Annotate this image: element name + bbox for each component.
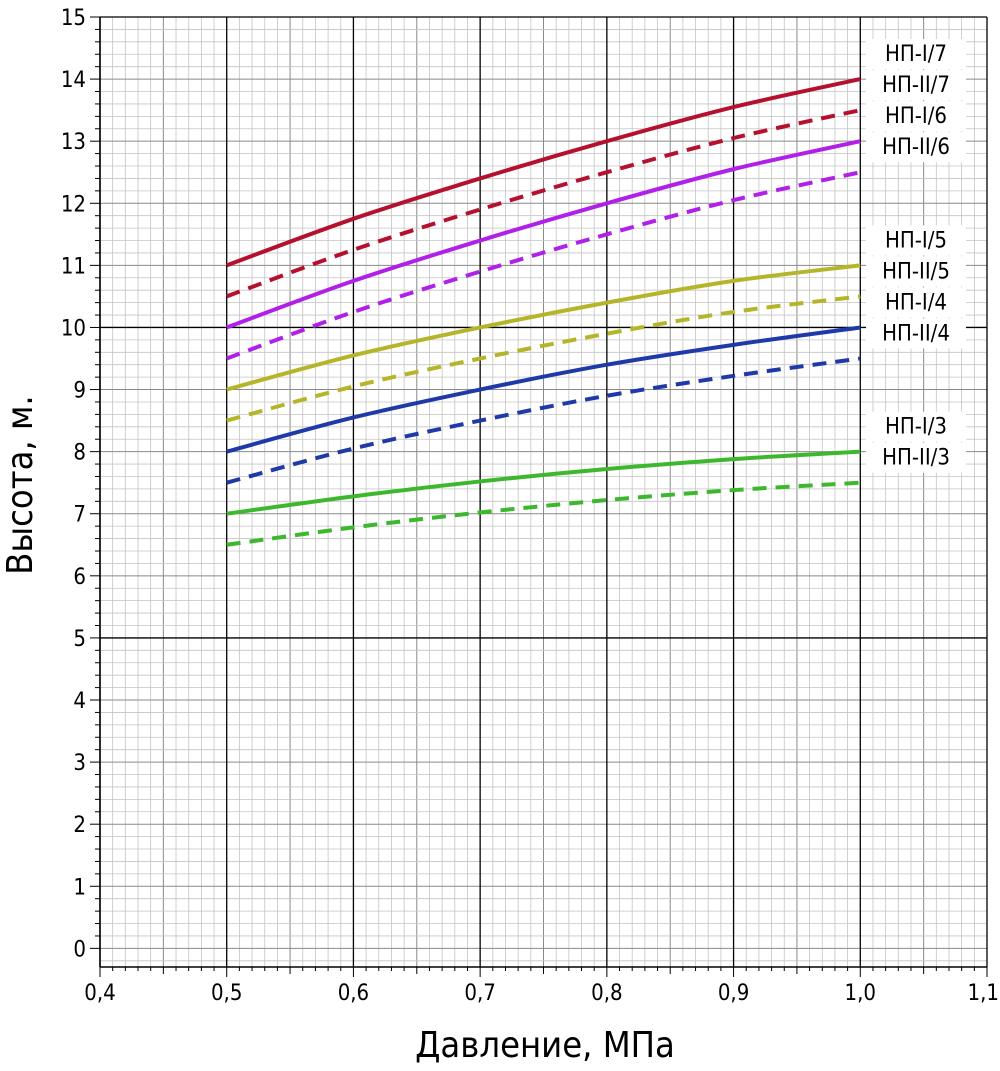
x-tick-label: 1,0 [845, 981, 876, 1006]
minor-grid [100, 17, 987, 967]
x-tick-label: 0,9 [718, 981, 749, 1006]
y-tick-label: 11 [61, 254, 86, 279]
x-axis-title: Давление, МПа [415, 1025, 675, 1066]
series-label-bg [866, 225, 966, 256]
x-tick-label: 0,6 [338, 981, 369, 1006]
series-line-9 [226, 449, 861, 516]
series-label-bg [866, 442, 966, 473]
series-line-3 [226, 139, 861, 330]
series-label: НП-II/5 [882, 259, 950, 284]
y-tick-label: 1 [73, 875, 86, 900]
series-label-bg [866, 318, 966, 349]
series-label: НП-I/6 [885, 104, 947, 129]
series-label: НП-II/4 [882, 322, 950, 347]
series-line-4 [226, 170, 861, 361]
y-tick-label: 8 [73, 441, 86, 466]
series-label-bg [866, 256, 966, 287]
y-tick-label: 7 [73, 503, 86, 528]
series-labels: НП-I/7 НП-II/7 НП-I/6 НП-II/6 НП-I/5 НП-II/5 Н… [866, 39, 966, 473]
y-tick-label: 15 [61, 6, 86, 31]
series-label-bg [866, 39, 966, 70]
series-label-bg [866, 287, 966, 318]
series-lines [226, 77, 861, 547]
x-tick-label: 0,5 [211, 981, 242, 1006]
y-tick-label: 3 [73, 751, 86, 776]
series-line-8 [226, 356, 861, 485]
series-label: НП-I/3 [885, 415, 947, 440]
axes [90, 16, 988, 977]
series-label-bg [866, 101, 966, 132]
y-tick-label: 0 [73, 937, 86, 962]
series-line-1 [226, 77, 861, 268]
series-label: НП-I/5 [885, 228, 947, 253]
series-line-6 [226, 294, 861, 423]
series-line-5 [226, 263, 861, 392]
series-label: НП-I/4 [885, 290, 947, 315]
series-label: НП-II/3 [882, 446, 950, 471]
series-label: НП-I/7 [885, 42, 947, 67]
x-tick-label: 0,7 [464, 981, 495, 1006]
y-tick-label: 4 [73, 689, 86, 714]
series-line-7 [226, 325, 861, 454]
series-label: НП-II/7 [882, 73, 950, 98]
y-tick-label: 5 [73, 627, 86, 652]
series-label-bg [866, 411, 966, 442]
y-tick-label: 6 [73, 565, 86, 590]
y-tick-label: 2 [73, 813, 86, 838]
series-label-bg [866, 70, 966, 101]
series-label-bg [866, 132, 966, 163]
x-tick-label: 0,4 [84, 981, 115, 1006]
y-tick-label: 9 [73, 379, 86, 404]
y-tick-label: 12 [61, 192, 86, 217]
y-tick-label: 10 [61, 316, 86, 341]
series-line-2 [226, 108, 861, 299]
y-tick-label: 13 [61, 130, 86, 155]
y-axis-title: Высота, м. [0, 395, 41, 574]
y-tick-label: 14 [61, 68, 86, 93]
x-tick-label: 0,8 [591, 981, 622, 1006]
series-label: НП-II/6 [882, 135, 950, 160]
x-tick-label: 1,1 [968, 981, 999, 1006]
